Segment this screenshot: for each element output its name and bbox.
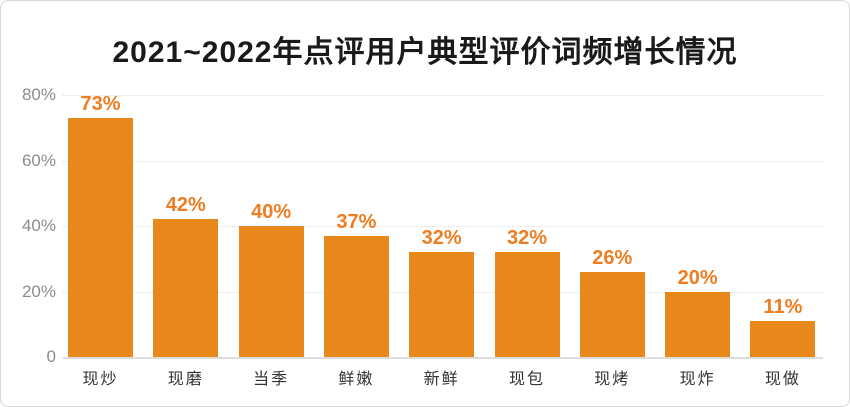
bar-value-label: 11% bbox=[763, 295, 803, 318]
bar-category-label: 鲜嫩 bbox=[338, 371, 375, 388]
plot-area: 73% 现炒 42% 现磨 40% 当季 37% 鲜嫩 32% 新鲜 32% 现包 26% 现烤 20% 现炸… bbox=[63, 93, 823, 388]
bar bbox=[579, 271, 645, 357]
gridline bbox=[63, 160, 823, 162]
bar-value-label: 20% bbox=[677, 266, 718, 289]
bar bbox=[238, 226, 304, 357]
bar-category-label: 现炒 bbox=[82, 371, 119, 388]
bar bbox=[409, 252, 475, 357]
bar-category-label: 现磨 bbox=[167, 371, 204, 388]
bar-value-label: 32% bbox=[421, 227, 462, 250]
bar-column: 40% 当季 bbox=[238, 95, 304, 388]
bar bbox=[153, 219, 219, 357]
bar-value-label: 42% bbox=[165, 194, 206, 217]
bar-category-label: 新鲜 bbox=[423, 371, 460, 388]
chart-title: 2021~2022年点评用户典型评价词频增长情况 bbox=[112, 36, 738, 69]
bar-column: 42% 现磨 bbox=[153, 95, 219, 388]
gridline bbox=[63, 95, 823, 96]
y-tick-label: 60% bbox=[21, 150, 56, 170]
bar-value-label: 37% bbox=[336, 210, 377, 233]
bar-column: 32% 新鲜 bbox=[409, 95, 475, 388]
bar-category-label: 现炸 bbox=[679, 371, 716, 388]
bar-column: 32% 现包 bbox=[494, 95, 560, 388]
y-axis: 80% 60% 40% 20% 0 bbox=[1, 85, 56, 366]
bar-value-label: 40% bbox=[251, 201, 292, 223]
y-tick-label: 20% bbox=[21, 281, 56, 301]
bar bbox=[68, 117, 133, 357]
bar bbox=[750, 320, 816, 357]
bar bbox=[665, 291, 731, 357]
y-tick-label: 40% bbox=[21, 216, 56, 235]
bar-category-label: 当季 bbox=[253, 371, 290, 388]
gridline bbox=[63, 226, 823, 227]
bar-column: 37% 鲜嫩 bbox=[323, 95, 389, 388]
y-tick-label: 0 bbox=[46, 347, 56, 366]
bar-column: 20% 现炸 bbox=[665, 95, 731, 388]
bar-column: 73% 现炒 bbox=[68, 93, 133, 388]
bar bbox=[323, 235, 389, 357]
bar-column: 11% 现做 bbox=[750, 95, 816, 388]
y-tick-label: 80% bbox=[21, 85, 56, 104]
bar-category-label: 现做 bbox=[764, 371, 801, 388]
bar bbox=[494, 252, 560, 357]
bar-value-label: 73% bbox=[80, 92, 121, 115]
bar-value-label: 26% bbox=[592, 246, 633, 269]
bar-value-label: 32% bbox=[506, 227, 548, 250]
bar-category-label: 现包 bbox=[508, 371, 545, 388]
bar-column: 26% 现烤 bbox=[579, 95, 645, 388]
bar-category-label: 现烤 bbox=[594, 371, 631, 388]
